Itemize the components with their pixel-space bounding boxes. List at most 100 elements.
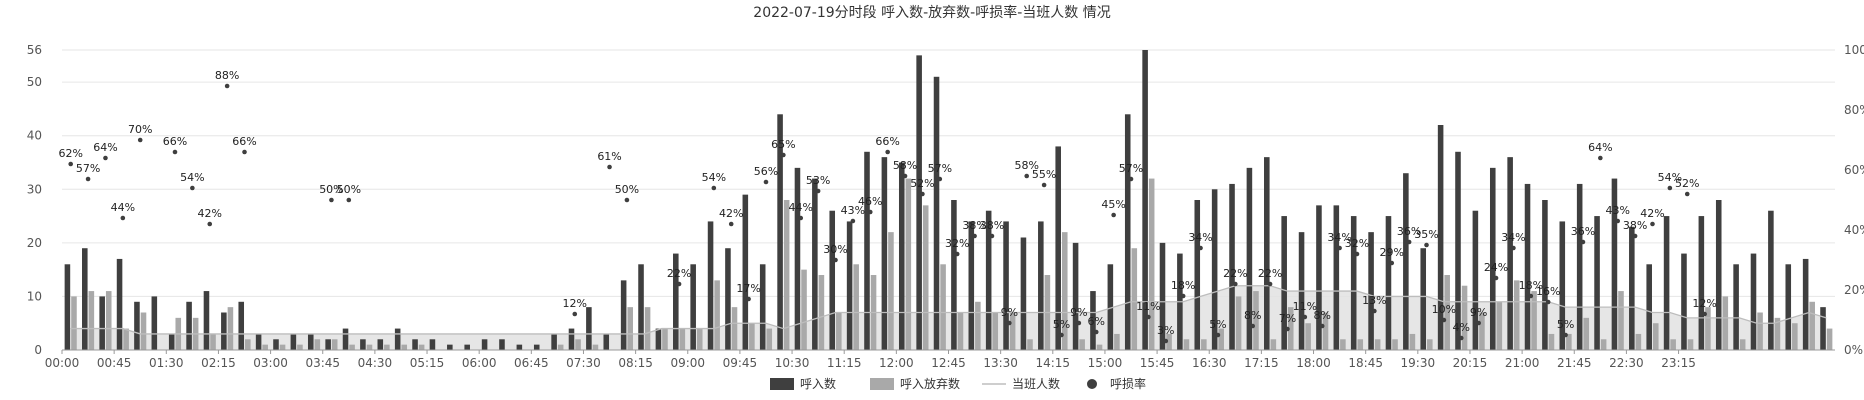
bar-calls bbox=[568, 328, 575, 350]
bar-calls bbox=[151, 296, 158, 350]
x-tick-label: 17:15 bbox=[1244, 356, 1279, 370]
loss-rate-point bbox=[1615, 218, 1621, 224]
loss-rate-point bbox=[1111, 212, 1116, 218]
loss-rate-point bbox=[1702, 311, 1707, 317]
x-tick-label: 21:00 bbox=[1505, 356, 1540, 370]
bar-abandoned bbox=[227, 307, 234, 350]
bar-abandoned bbox=[314, 339, 321, 350]
x-tick-label: 07:30 bbox=[566, 356, 601, 370]
y-left-tick-label: 10 bbox=[27, 289, 42, 303]
bar-abandoned bbox=[992, 312, 999, 350]
bar-calls bbox=[864, 151, 870, 350]
loss-rate-label: 30% bbox=[823, 243, 847, 256]
bar-abandoned bbox=[1218, 328, 1224, 350]
bar-abandoned bbox=[940, 264, 946, 350]
x-tick-label: 15:00 bbox=[1088, 356, 1123, 370]
bar-abandoned bbox=[366, 344, 373, 350]
bar-calls bbox=[1229, 183, 1235, 350]
loss-rate-point bbox=[1007, 320, 1012, 326]
loss-rate-point bbox=[1389, 260, 1395, 266]
bar-calls bbox=[533, 344, 540, 350]
loss-rate-point bbox=[1650, 221, 1655, 227]
bar-calls bbox=[429, 339, 436, 350]
loss-rate-label: 61% bbox=[597, 150, 621, 163]
bar-abandoned bbox=[1600, 339, 1607, 350]
loss-rate-point bbox=[815, 188, 821, 194]
bar-calls bbox=[82, 248, 88, 350]
x-tick-label: 06:45 bbox=[514, 356, 549, 370]
bar-calls bbox=[985, 210, 992, 350]
loss-rate-label: 52% bbox=[910, 177, 934, 190]
bar-calls bbox=[1316, 205, 1322, 350]
bar-calls bbox=[1403, 173, 1409, 350]
bar-calls bbox=[846, 221, 853, 350]
loss-rate-point bbox=[1545, 299, 1551, 305]
loss-rate-label: 66% bbox=[163, 135, 187, 148]
bar-abandoned bbox=[1635, 333, 1642, 350]
bar-abandoned bbox=[1809, 301, 1815, 350]
bar-abandoned bbox=[1670, 339, 1676, 350]
x-tick-label: 11:15 bbox=[827, 356, 862, 370]
bar-abandoned bbox=[1235, 296, 1242, 350]
bar-calls bbox=[481, 339, 488, 350]
loss-rate-label: 43% bbox=[1605, 204, 1629, 217]
loss-rate-label: 44% bbox=[789, 201, 813, 214]
grid bbox=[62, 49, 1835, 351]
loss-rate-point bbox=[1128, 176, 1134, 182]
bar-calls bbox=[64, 264, 71, 350]
loss-rate-label: 58% bbox=[893, 159, 917, 172]
bar-abandoned bbox=[1009, 312, 1016, 350]
bar-calls bbox=[794, 167, 801, 350]
loss-rate-point bbox=[798, 215, 804, 221]
bar-calls bbox=[1715, 200, 1722, 350]
loss-rate-label: 56% bbox=[754, 165, 778, 178]
loss-rate-point bbox=[1684, 191, 1690, 197]
bar-abandoned bbox=[1166, 333, 1172, 350]
bar-abandoned bbox=[592, 344, 599, 350]
bar-abandoned bbox=[888, 232, 894, 350]
bar-calls bbox=[1055, 146, 1061, 350]
y-axis-right: 0% 20% 40% 60% 80% 100% bbox=[1844, 43, 1864, 357]
bar-calls bbox=[1420, 248, 1427, 350]
x-tick-label: 19:30 bbox=[1401, 356, 1436, 370]
bar-calls bbox=[1681, 253, 1687, 350]
loss-rate-label: 22% bbox=[1258, 267, 1282, 280]
bar-abandoned bbox=[1583, 317, 1590, 350]
loss-rate-point bbox=[103, 155, 108, 161]
bar-calls bbox=[603, 333, 610, 350]
bar-calls bbox=[551, 333, 557, 350]
bar-abandoned bbox=[696, 328, 703, 350]
loss-rate-point bbox=[954, 251, 960, 257]
bar-abandoned bbox=[88, 291, 95, 350]
bar-abandoned bbox=[766, 328, 773, 350]
loss-rate-point bbox=[781, 152, 786, 158]
bar-abandoned bbox=[1253, 291, 1259, 350]
loss-rate-point bbox=[1337, 245, 1342, 251]
loss-rate-point bbox=[1163, 338, 1169, 344]
loss-rate-label: 64% bbox=[1588, 141, 1612, 154]
loss-rate-point bbox=[1233, 281, 1238, 287]
bar-calls bbox=[916, 55, 922, 350]
loss-rate-label: 12% bbox=[1692, 297, 1716, 310]
loss-rate-label: 55% bbox=[1032, 168, 1056, 181]
x-tick-label: 12:00 bbox=[879, 356, 914, 370]
bar-abandoned bbox=[1305, 323, 1311, 350]
loss-rate-point bbox=[242, 149, 247, 155]
bar-calls bbox=[342, 328, 349, 350]
loss-rate-point bbox=[1319, 323, 1325, 329]
bar-abandoned bbox=[1739, 339, 1746, 350]
bar-abandoned bbox=[1322, 312, 1329, 350]
bar-calls bbox=[99, 296, 105, 350]
loss-rate-label: 42% bbox=[1640, 207, 1664, 220]
bar-abandoned bbox=[801, 269, 807, 350]
bar-calls bbox=[1159, 242, 1166, 350]
loss-rate-point bbox=[1250, 323, 1255, 329]
loss-rate-point bbox=[224, 83, 230, 89]
loss-rate-point bbox=[329, 197, 334, 203]
loss-rate-point bbox=[676, 281, 682, 287]
legend-label-loss-rate: 呼损率 bbox=[1110, 376, 1146, 391]
loss-rate-label: 8% bbox=[1313, 309, 1330, 322]
bar-calls bbox=[1768, 210, 1774, 350]
loss-rate-point bbox=[1563, 332, 1568, 338]
bar-abandoned bbox=[123, 328, 129, 350]
